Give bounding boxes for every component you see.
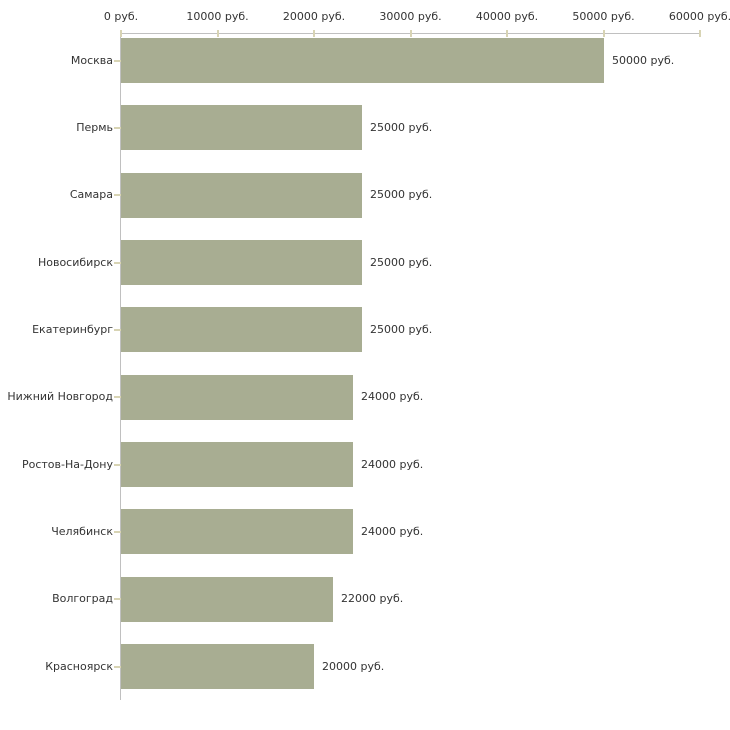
category-tick-mark — [114, 463, 121, 466]
bar — [121, 307, 362, 353]
x-tick-mark — [313, 30, 315, 37]
category-tick-mark — [114, 396, 121, 399]
bar — [121, 644, 314, 690]
category-label: Москва — [70, 53, 113, 67]
x-tick-mark — [506, 30, 508, 37]
category-tick-mark — [114, 328, 121, 331]
category-label: Красноярск — [45, 659, 113, 673]
bar — [121, 509, 353, 555]
category-tick-mark — [114, 530, 121, 533]
category-tick-mark — [114, 665, 121, 668]
bar — [121, 374, 353, 420]
category-tick-mark — [114, 59, 121, 62]
bar-value-label: 25000 руб. — [370, 120, 433, 134]
bar-value-label: 50000 руб. — [612, 53, 675, 67]
x-tick-mark — [216, 30, 219, 37]
category-label: Ростов-На-Дону — [21, 457, 113, 471]
bar-value-label: 24000 руб. — [361, 524, 424, 538]
bar-value-label: 20000 руб. — [322, 659, 385, 673]
bar-value-label: 24000 руб. — [361, 457, 424, 471]
bar-value-label: 25000 руб. — [370, 322, 433, 336]
x-axis-tick-label: 50000 руб. — [572, 10, 635, 23]
category-tick-mark — [114, 126, 121, 129]
bar-value-label: 25000 руб. — [370, 188, 433, 202]
x-tick-mark — [120, 30, 122, 37]
x-tick-mark — [699, 30, 701, 37]
x-axis-tick-label: 30000 руб. — [379, 10, 442, 23]
category-label: Челябинск — [51, 524, 113, 538]
bar — [121, 240, 362, 286]
bar-value-label: 25000 руб. — [370, 255, 433, 269]
category-tick-mark — [114, 194, 121, 197]
category-label: Самара — [69, 188, 113, 202]
x-tick-mark — [409, 30, 412, 37]
x-axis-tick-label: 40000 руб. — [475, 10, 539, 23]
y-axis-line — [120, 33, 121, 700]
x-axis-tick-label: 10000 руб. — [186, 10, 249, 23]
bar — [121, 38, 604, 83]
category-label: Екатеринбург — [32, 322, 113, 336]
category-label: Нижний Новгород — [7, 390, 113, 404]
category-label: Волгоград — [52, 592, 113, 606]
bar — [121, 105, 362, 151]
category-label: Пермь — [76, 120, 113, 134]
bar — [121, 172, 362, 218]
x-tick-mark — [602, 30, 605, 37]
x-axis-tick-label: 0 руб. — [103, 10, 139, 23]
bar — [121, 442, 353, 488]
bar-value-label: 22000 руб. — [341, 592, 404, 606]
x-axis-tick-label: 60000 руб. — [668, 10, 730, 23]
category-tick-mark — [114, 598, 121, 601]
bar — [121, 576, 333, 622]
x-axis-tick-label: 20000 руб. — [282, 10, 346, 23]
bar-value-label: 24000 руб. — [361, 390, 424, 404]
category-tick-mark — [114, 261, 121, 264]
category-label: Новосибирск — [37, 255, 113, 269]
